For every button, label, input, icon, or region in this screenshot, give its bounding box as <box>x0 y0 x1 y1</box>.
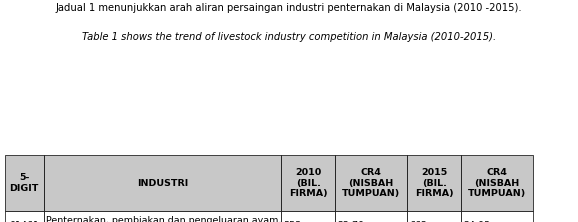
Text: 2015
(BIL.
FIRMA): 2015 (BIL. FIRMA) <box>415 168 453 198</box>
Bar <box>5 155 43 211</box>
Text: 24.03: 24.03 <box>464 221 491 222</box>
Bar <box>43 155 281 211</box>
Bar <box>335 211 407 222</box>
Bar <box>281 155 335 211</box>
Bar <box>407 155 461 211</box>
Bar <box>281 211 335 222</box>
Text: Jadual 1 menunjukkan arah aliran persaingan industri penternakan di Malaysia (20: Jadual 1 menunjukkan arah aliran persain… <box>55 3 523 13</box>
Text: INDUSTRI: INDUSTRI <box>136 179 188 188</box>
Bar <box>5 211 43 222</box>
Text: Table 1 shows the trend of livestock industry competition in Malaysia (2010-2015: Table 1 shows the trend of livestock ind… <box>82 32 496 42</box>
Text: CR4
(NISBAH
TUMPUAN): CR4 (NISBAH TUMPUAN) <box>342 168 400 198</box>
Text: 01461: 01461 <box>9 221 39 222</box>
Bar <box>461 155 533 211</box>
Bar <box>407 211 461 222</box>
Text: 662: 662 <box>409 221 427 222</box>
Bar <box>43 211 281 222</box>
Text: 5-
DIGIT: 5- DIGIT <box>9 173 39 193</box>
Text: 2010
(BIL.
FIRMA): 2010 (BIL. FIRMA) <box>289 168 328 198</box>
Text: CR4
(NISBAH
TUMPUAN): CR4 (NISBAH TUMPUAN) <box>468 168 526 198</box>
Bar <box>461 211 533 222</box>
Text: 22.70: 22.70 <box>338 221 365 222</box>
Bar <box>335 155 407 211</box>
Text: 353: 353 <box>283 221 302 222</box>
Text: Penternakan, pembiakan dan pengeluaran ayam,
ayam daging: Penternakan, pembiakan dan pengeluaran a… <box>46 216 281 222</box>
